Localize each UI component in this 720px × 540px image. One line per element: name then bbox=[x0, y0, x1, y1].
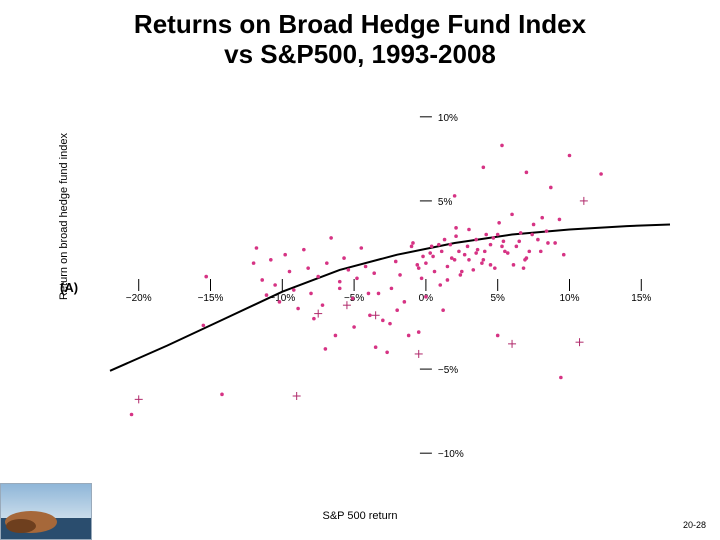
slide: { "title_line1": "Returns on Broad Hedge… bbox=[0, 0, 720, 540]
svg-text:10%: 10% bbox=[559, 293, 579, 304]
title-line-2: vs S&P500, 1993-2008 bbox=[224, 39, 496, 69]
title-line-1: Returns on Broad Hedge Fund Index bbox=[134, 9, 586, 39]
svg-text:5%: 5% bbox=[490, 293, 505, 304]
svg-text:−10%: −10% bbox=[438, 449, 464, 460]
y-axis-label: Return on broad hedge fund index bbox=[58, 133, 70, 300]
svg-text:−5%: −5% bbox=[438, 365, 458, 376]
corner-thumbnail bbox=[0, 483, 92, 540]
page-title: Returns on Broad Hedge Fund Index vs S&P… bbox=[0, 10, 720, 70]
svg-text:10%: 10% bbox=[438, 113, 458, 124]
thumbnail-svg bbox=[1, 484, 91, 539]
svg-text:15%: 15% bbox=[631, 293, 651, 304]
svg-text:−15%: −15% bbox=[198, 293, 224, 304]
svg-text:5%: 5% bbox=[438, 197, 453, 208]
svg-text:−10%: −10% bbox=[269, 293, 295, 304]
page-number: 20-28 bbox=[683, 520, 706, 530]
svg-text:−20%: −20% bbox=[126, 293, 152, 304]
x-axis-label: S&P 500 return bbox=[0, 510, 720, 522]
chart-svg: −20%−15%−10%−5%0%5%10%15%−10%−5%5%10% bbox=[80, 90, 680, 490]
scatter-chart: −20%−15%−10%−5%0%5%10%15%−10%−5%5%10% bbox=[80, 90, 680, 490]
